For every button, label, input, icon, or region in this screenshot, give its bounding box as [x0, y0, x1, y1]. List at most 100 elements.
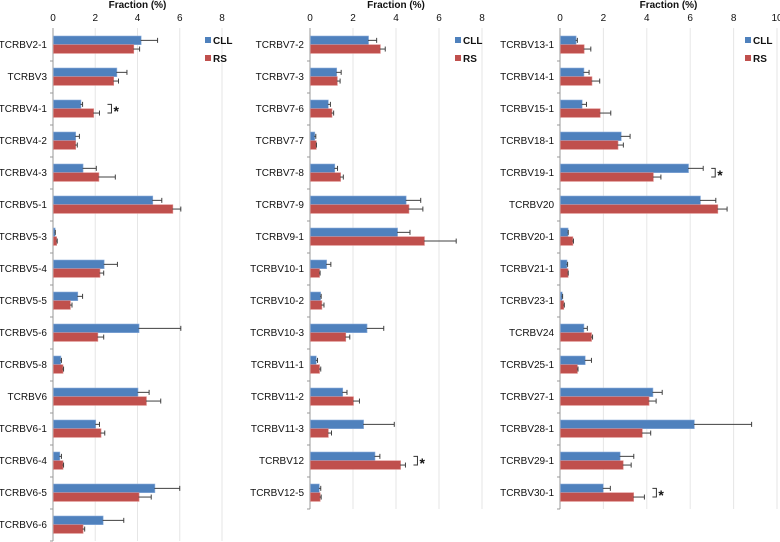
bar-cll — [310, 323, 368, 333]
significance-bracket — [711, 167, 716, 178]
category-label: TCRBV5-8 — [0, 360, 47, 371]
x-tick-label: 6 — [687, 13, 693, 24]
bar-rs — [560, 204, 719, 214]
category-label: TCRBV10-3 — [250, 328, 304, 339]
bar-cll — [310, 131, 316, 141]
bar-rs — [560, 268, 569, 278]
legend-label-cll: CLL — [753, 36, 772, 47]
bar-cll — [53, 163, 84, 173]
category-label: TCRBV5-5 — [0, 296, 47, 307]
bar-rs — [53, 332, 99, 342]
bar-cll — [53, 99, 82, 109]
legend-label-cll: CLL — [463, 36, 482, 47]
bar-rs — [310, 460, 401, 470]
category-label: TCRBV19-1 — [500, 168, 554, 179]
category-label: TCRBV23-1 — [500, 296, 554, 307]
category-label: TCRBV10-1 — [250, 264, 304, 275]
bar-rs — [53, 300, 71, 310]
bar-rs — [560, 140, 619, 150]
x-tick-label: 10 — [771, 13, 780, 24]
category-label: TCRBV4-2 — [0, 136, 47, 147]
significance-bracket — [107, 103, 112, 114]
bar-cll — [53, 451, 61, 461]
bar-rs — [53, 204, 174, 214]
x-axis-title: Fraction (%) — [640, 0, 698, 11]
bar-cll — [310, 195, 407, 205]
x-axis-title: Fraction (%) — [109, 0, 167, 11]
bar-rs — [560, 460, 624, 470]
x-tick-label: 8 — [479, 13, 485, 24]
category-label: TCRBV25-1 — [500, 360, 554, 371]
bar-rs — [53, 76, 115, 86]
bar-rs — [310, 44, 381, 54]
category-label: TCRBV20-1 — [500, 232, 554, 243]
bar-cll — [53, 259, 105, 269]
bar-rs — [53, 268, 101, 278]
bar-cll — [53, 387, 139, 397]
bar-cll — [310, 419, 364, 429]
category-label: TCRBV11-1 — [251, 360, 305, 371]
category-label: TCRBV14-1 — [500, 72, 554, 83]
category-label: TCRBV24 — [509, 328, 554, 339]
bar-rs — [310, 76, 338, 86]
bar-rs — [53, 364, 64, 374]
category-label: TCRBV15-1 — [500, 104, 554, 115]
bar-cll — [310, 451, 376, 461]
bar-rs — [560, 332, 592, 342]
significance-star: * — [658, 487, 664, 503]
legend-swatch-cll — [745, 37, 751, 43]
bar-cll — [53, 67, 118, 77]
category-label: TCRBV7-3 — [256, 72, 305, 83]
category-label: TCRBV2-1 — [0, 40, 47, 51]
bar-cll — [560, 355, 586, 365]
bar-rs — [560, 44, 585, 54]
x-tick-label: 4 — [393, 13, 399, 24]
bar-rs — [53, 140, 76, 150]
significance-bracket — [413, 455, 418, 466]
legend-label-rs: RS — [753, 54, 767, 65]
bar-rs — [310, 172, 341, 182]
bar-rs — [310, 492, 321, 502]
category-label: TCRBV7-6 — [256, 104, 305, 115]
bar-rs — [560, 492, 634, 502]
bar-cll — [560, 163, 689, 173]
category-label: TCRBV6-5 — [0, 488, 47, 499]
bar-rs — [310, 396, 354, 406]
bar-cll — [560, 419, 695, 429]
bar-rs — [53, 428, 102, 438]
bar-cll — [560, 323, 585, 333]
bar-cll — [560, 387, 654, 397]
x-tick-label: 6 — [436, 13, 442, 24]
x-tick-label: 0 — [50, 13, 56, 24]
bar-rs — [53, 108, 94, 118]
bar-rs — [310, 364, 320, 374]
bar-cll — [310, 99, 329, 109]
bar-rs — [53, 44, 135, 54]
category-label: TCRBV20 — [509, 200, 554, 211]
bar-rs — [53, 492, 140, 502]
bar-rs — [560, 236, 574, 246]
bar-rs — [560, 396, 650, 406]
bar-rs — [560, 172, 654, 182]
category-label: TCRBV7-9 — [256, 200, 305, 211]
category-label: TCRBV6-4 — [0, 456, 47, 467]
bar-cll — [53, 195, 154, 205]
legend-swatch-cll — [205, 37, 211, 43]
x-tick-label: 2 — [350, 13, 356, 24]
category-label: TCRBV5-3 — [0, 232, 47, 243]
bar-rs — [53, 396, 147, 406]
x-tick-label: 4 — [644, 13, 650, 24]
bar-rs — [53, 172, 100, 182]
category-label: TCRBV6-1 — [0, 424, 47, 435]
bar-rs — [310, 140, 317, 150]
bar-cll — [310, 355, 317, 365]
bar-cll — [53, 355, 62, 365]
bar-cll — [53, 323, 140, 333]
legend-label-rs: RS — [463, 54, 477, 65]
legend-label-rs: RS — [213, 54, 227, 65]
category-label: TCRBV12 — [259, 456, 304, 467]
bar-cll — [310, 291, 321, 301]
category-label: TCRBV3 — [8, 72, 48, 83]
panel-3: Fraction (%) 0 2 4 6 8 10 TCRBV13-1 TCRBV14-1 TCR… — [500, 0, 780, 510]
